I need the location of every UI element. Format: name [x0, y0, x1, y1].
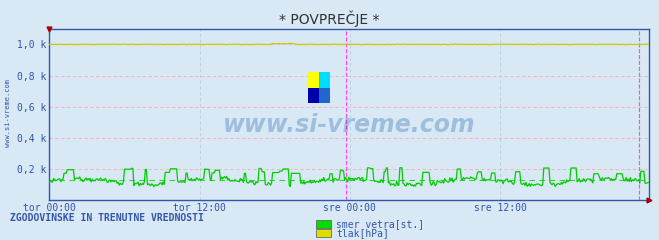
Text: * POVPREČJE *: * POVPREČJE *: [279, 11, 380, 27]
Text: ZGODOVINSKE IN TRENUTNE VREDNOSTI: ZGODOVINSKE IN TRENUTNE VREDNOSTI: [10, 213, 204, 223]
Text: www.si-vreme.com: www.si-vreme.com: [5, 79, 11, 147]
Text: smer vetra[st.]: smer vetra[st.]: [336, 219, 424, 229]
Text: www.si-vreme.com: www.si-vreme.com: [223, 113, 476, 137]
Text: tlak[hPa]: tlak[hPa]: [336, 228, 389, 238]
